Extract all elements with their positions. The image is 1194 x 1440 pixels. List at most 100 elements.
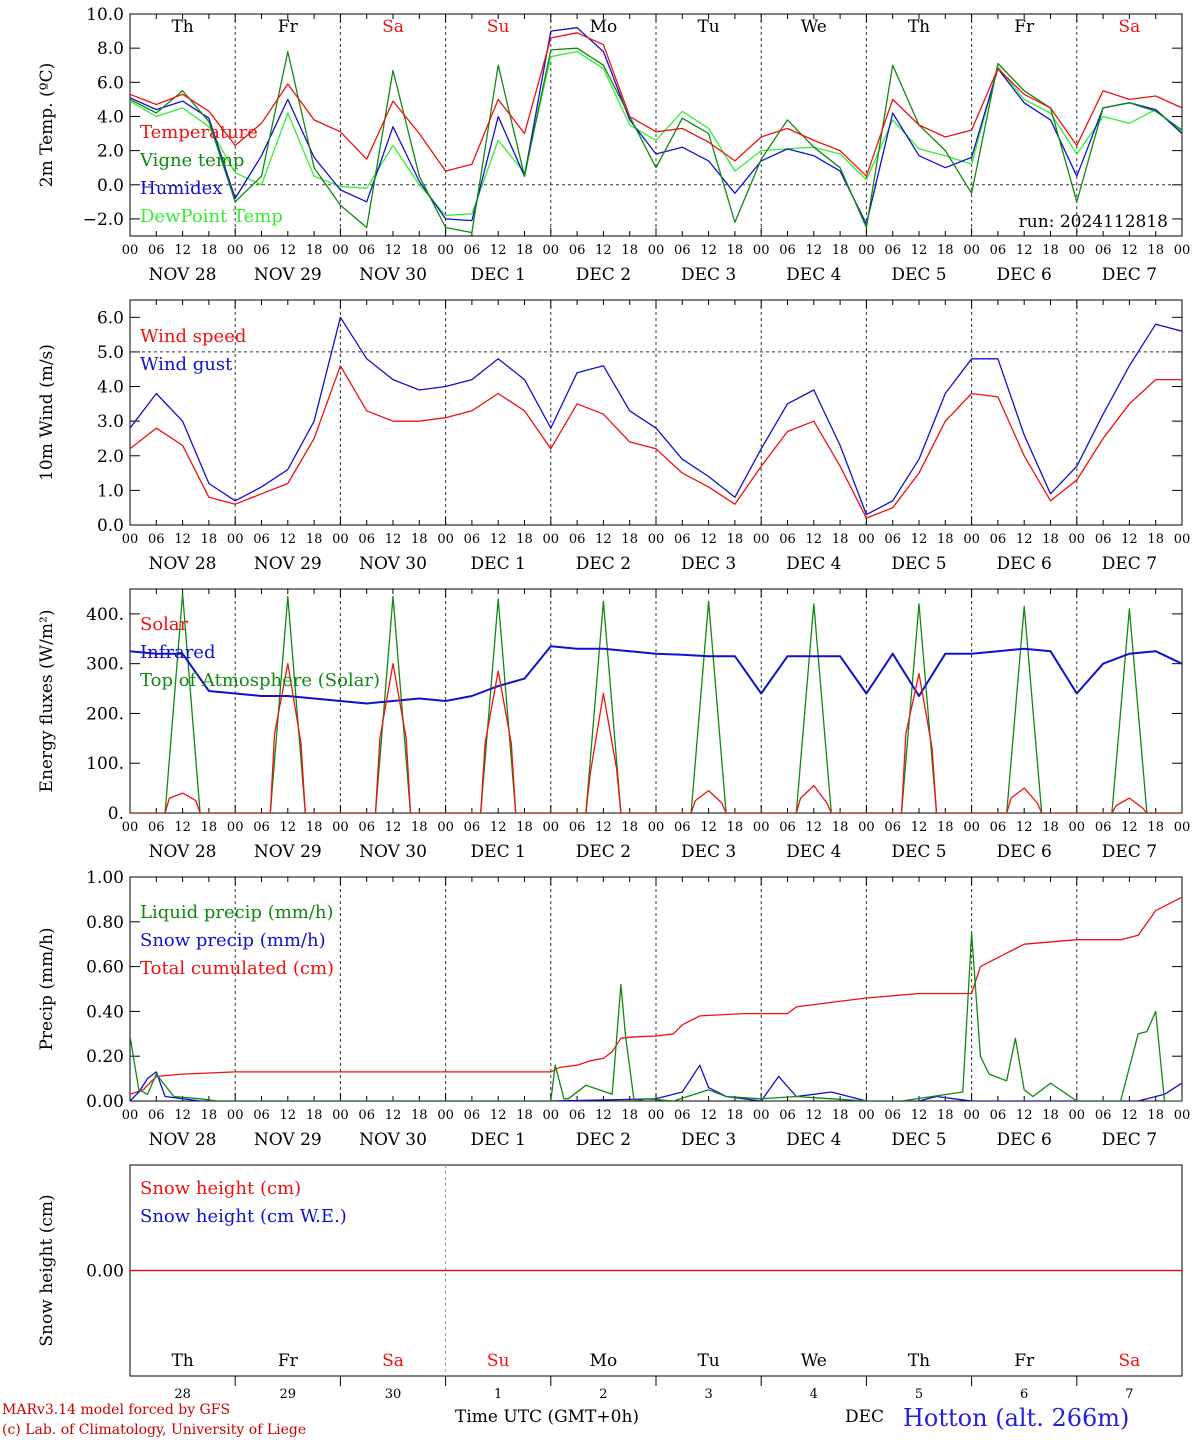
hour-tick-label: 18 bbox=[937, 1108, 954, 1123]
panel-fluxes: 00 06 12 18 00 06 12 18 00 06 12 18 00 06 12 18 00 06 12 18… bbox=[37, 588, 1190, 862]
legend-entry: Top of Atmosphere (Solar) bbox=[140, 670, 380, 691]
hour-tick-label: 00 bbox=[332, 820, 349, 835]
legend-entry: Vigne temp bbox=[139, 150, 244, 171]
hour-tick-label: 06 bbox=[148, 243, 165, 258]
hour-tick-label: 06 bbox=[990, 1108, 1007, 1123]
date-label: DEC 1 bbox=[471, 265, 526, 285]
date-label: NOV 28 bbox=[149, 554, 217, 574]
hour-tick-label: 12 bbox=[700, 532, 717, 547]
y-tick-label: 0.80 bbox=[86, 913, 124, 933]
y-tick-label: 300. bbox=[86, 655, 124, 675]
hour-tick-label: 18 bbox=[201, 532, 218, 547]
hour-tick-label: 06 bbox=[884, 243, 901, 258]
hour-tick-label: 00 bbox=[227, 820, 244, 835]
weekday-label: Th bbox=[908, 1351, 930, 1371]
hour-tick-label: 18 bbox=[516, 532, 533, 547]
date-label: DEC 3 bbox=[681, 265, 736, 285]
run-label: run: 2024112818 bbox=[1019, 212, 1168, 232]
date-label: DEC 5 bbox=[891, 265, 946, 285]
hour-tick-label: 18 bbox=[727, 532, 744, 547]
hour-tick-label: 18 bbox=[201, 243, 218, 258]
series-line-infrared bbox=[130, 645, 1182, 705]
hour-tick-label: 12 bbox=[490, 1108, 507, 1123]
footer: MARv3.14 model forced by GFS (c) Lab. of… bbox=[2, 1402, 1129, 1438]
y-tick-label: 4.0 bbox=[97, 107, 124, 127]
hour-tick-label: 06 bbox=[464, 532, 481, 547]
legend-entry: Wind speed bbox=[140, 326, 246, 347]
hour-tick-label: 06 bbox=[1095, 820, 1112, 835]
hour-tick-label: 12 bbox=[1016, 1108, 1033, 1123]
weekday-label: We bbox=[801, 1351, 827, 1371]
day-number-label: 3 bbox=[704, 1387, 712, 1402]
hour-tick-label: 12 bbox=[174, 1108, 191, 1123]
date-label: DEC 5 bbox=[891, 1130, 946, 1150]
weekday-label: Sa bbox=[382, 17, 404, 37]
hour-tick-label: 18 bbox=[832, 243, 849, 258]
date-label: DEC 7 bbox=[1102, 265, 1157, 285]
meteogram-plots: 00 06 12 18 00 06 12 18 00 06 12 18 00 06 12 18 00 06 12 18… bbox=[37, 5, 1190, 1402]
y-tick-label: 5.0 bbox=[97, 343, 124, 363]
hour-tick-label: 06 bbox=[358, 1108, 375, 1123]
hour-tick-label: 06 bbox=[253, 820, 270, 835]
date-label: DEC 3 bbox=[681, 554, 736, 574]
y-axis-label: Snow height (cm) bbox=[37, 1194, 57, 1346]
hour-tick-label: 00 bbox=[1069, 820, 1086, 835]
hour-tick-label: 00 bbox=[122, 243, 139, 258]
weekday-label: Fr bbox=[278, 1351, 299, 1371]
hour-tick-label: 12 bbox=[700, 820, 717, 835]
hour-tick-label: 00 bbox=[437, 243, 454, 258]
hour-tick-label: 18 bbox=[727, 1108, 744, 1123]
hour-tick-label: 00 bbox=[648, 820, 665, 835]
hour-tick-label: 12 bbox=[490, 820, 507, 835]
hour-tick-label: 18 bbox=[516, 243, 533, 258]
hour-tick-label: 06 bbox=[674, 243, 691, 258]
date-label: NOV 29 bbox=[254, 842, 322, 862]
legend-entry: Total cumulated (cm) bbox=[140, 958, 334, 979]
hour-tick-label: 18 bbox=[516, 1108, 533, 1123]
hour-tick-label: 12 bbox=[490, 532, 507, 547]
day-number-label: 29 bbox=[280, 1387, 297, 1402]
hour-tick-label: 00 bbox=[753, 532, 770, 547]
hour-tick-label: 12 bbox=[1016, 820, 1033, 835]
date-label: NOV 28 bbox=[149, 265, 217, 285]
hour-tick-label: 18 bbox=[411, 243, 428, 258]
hour-tick-label: 18 bbox=[832, 532, 849, 547]
y-tick-label: 4.0 bbox=[97, 378, 124, 398]
hour-tick-label: 06 bbox=[569, 1108, 586, 1123]
legend-entry: Temperature bbox=[140, 122, 258, 143]
hour-tick-label: 06 bbox=[148, 532, 165, 547]
hour-tick-label: 06 bbox=[253, 243, 270, 258]
hour-tick-label: 18 bbox=[1042, 820, 1059, 835]
legend-entry: Snow precip (mm/h) bbox=[140, 930, 326, 951]
hour-tick-label: 12 bbox=[700, 243, 717, 258]
hour-tick-label: 06 bbox=[569, 532, 586, 547]
hour-tick-label: 12 bbox=[595, 532, 612, 547]
date-label: DEC 4 bbox=[786, 554, 841, 574]
hour-tick-label: 06 bbox=[253, 1108, 270, 1123]
hour-tick-label: 00 bbox=[122, 1108, 139, 1123]
day-number-label: 7 bbox=[1125, 1387, 1133, 1402]
y-axis-label: 10m Wind (m/s) bbox=[37, 344, 57, 481]
hour-tick-label: 06 bbox=[464, 820, 481, 835]
panel-wind: 00 06 12 18 00 06 12 18 00 06 12 18 00 06 12 18 00 06 12 18… bbox=[37, 299, 1190, 574]
hour-tick-label: 18 bbox=[516, 820, 533, 835]
hour-tick-label: 18 bbox=[1042, 1108, 1059, 1123]
hour-tick-label: 12 bbox=[911, 820, 928, 835]
day-number-label: 1 bbox=[494, 1387, 502, 1402]
hour-tick-label: 00 bbox=[858, 820, 875, 835]
hour-tick-label: 00 bbox=[543, 1108, 560, 1123]
hour-tick-label: 12 bbox=[806, 532, 823, 547]
date-label: NOV 30 bbox=[359, 265, 427, 285]
y-tick-label: 0.60 bbox=[86, 958, 124, 978]
hour-tick-label: 18 bbox=[937, 532, 954, 547]
hour-tick-label: 00 bbox=[543, 532, 560, 547]
day-number-label: 2 bbox=[599, 1387, 607, 1402]
hour-tick-label: 06 bbox=[779, 532, 796, 547]
date-label: DEC 2 bbox=[576, 554, 631, 574]
hour-tick-label: 06 bbox=[990, 820, 1007, 835]
hour-tick-label: 06 bbox=[884, 1108, 901, 1123]
y-tick-label: 400. bbox=[86, 605, 124, 625]
hour-tick-label: 18 bbox=[1147, 243, 1164, 258]
hour-tick-label: 00 bbox=[122, 820, 139, 835]
hour-tick-label: 06 bbox=[464, 1108, 481, 1123]
